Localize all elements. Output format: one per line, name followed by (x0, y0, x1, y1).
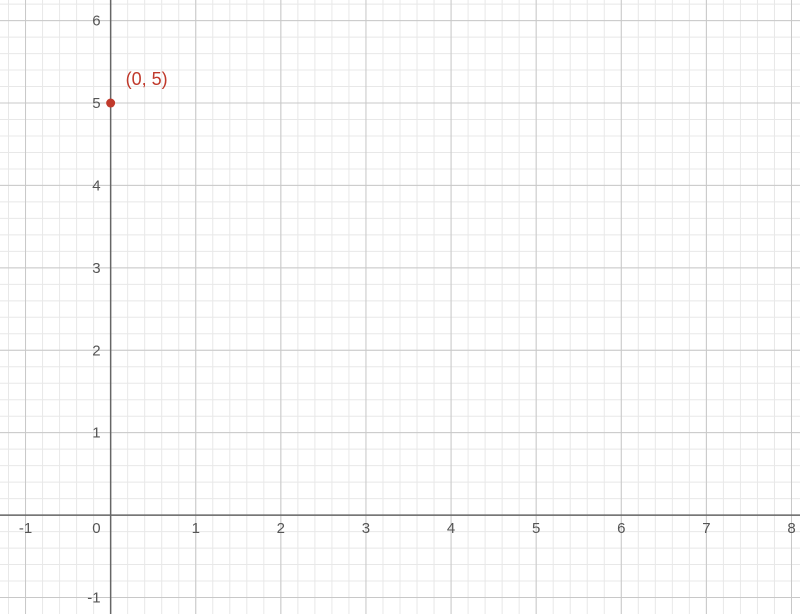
svg-text:5: 5 (532, 520, 540, 537)
svg-text:-1: -1 (87, 590, 100, 607)
axis-labels: -1 1 2 3 4 5 6 7 8 -1 1 2 3 4 5 6 0 (19, 13, 796, 607)
point-label: (0, 5) (126, 69, 168, 89)
data-point (106, 99, 115, 108)
svg-text:4: 4 (447, 520, 455, 537)
minor-gridlines (0, 0, 800, 614)
svg-text:4: 4 (92, 177, 100, 194)
svg-text:2: 2 (92, 342, 100, 359)
svg-text:6: 6 (92, 13, 100, 30)
svg-text:0: 0 (92, 520, 100, 537)
svg-text:8: 8 (787, 520, 795, 537)
svg-text:7: 7 (702, 520, 710, 537)
svg-text:3: 3 (362, 520, 370, 537)
svg-text:1: 1 (192, 520, 200, 537)
coordinate-plane: -1 1 2 3 4 5 6 7 8 -1 1 2 3 4 5 6 0 (0, 5) (0, 0, 800, 614)
svg-text:5: 5 (92, 95, 100, 112)
svg-text:1: 1 (92, 425, 100, 442)
svg-text:-1: -1 (19, 520, 32, 537)
svg-text:3: 3 (92, 260, 100, 277)
svg-text:6: 6 (617, 520, 625, 537)
svg-text:2: 2 (277, 520, 285, 537)
